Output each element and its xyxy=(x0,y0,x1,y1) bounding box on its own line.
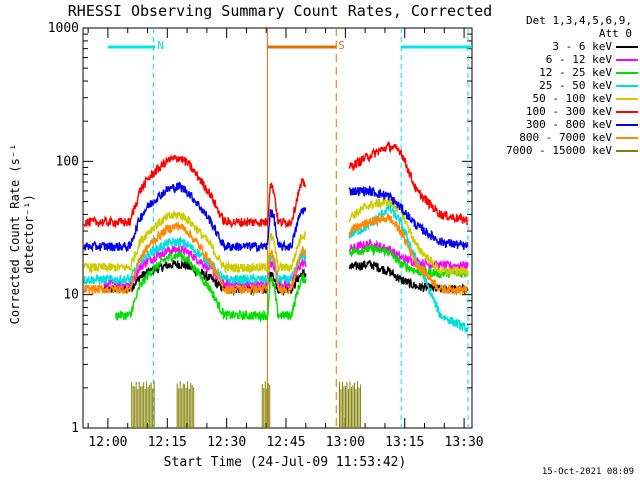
timestamp: 15-Oct-2021 08:09 xyxy=(541,467,634,477)
x-tick-label: 12:45 xyxy=(266,435,305,450)
legend-rows: 3 - 6 keV 6 - 12 keV 12 - 25 keV 25 - 50 ke… xyxy=(484,40,638,157)
legend: Det 1,3,4,5,6,9, Att 0 3 - 6 keV 6 - 12 k… xyxy=(484,14,638,157)
legend-header-line1: Det 1,3,4,5,6,9, xyxy=(526,14,632,27)
legend-item-label: 800 - 7000 keV xyxy=(519,131,612,144)
x-tick-label: 12:30 xyxy=(207,435,246,450)
y-tick-label: 1 xyxy=(71,421,79,436)
flag-label: S xyxy=(338,39,345,52)
flag-label: N xyxy=(157,39,164,52)
x-tick-label: 13:30 xyxy=(445,435,484,450)
x-tick-label: 13:00 xyxy=(326,435,365,450)
legend-item: 25 - 50 keV xyxy=(484,79,638,92)
series-line-800-7000keV xyxy=(83,212,469,297)
legend-item-label: 7000 - 15000 keV xyxy=(506,144,612,157)
y-tick-label: 100 xyxy=(56,154,79,169)
legend-item: 800 - 7000 keV xyxy=(484,131,638,144)
legend-item-swatch xyxy=(616,149,638,152)
y-tick-label: 1000 xyxy=(48,21,79,36)
legend-item: 6 - 12 keV xyxy=(484,53,638,66)
legend-item: 50 - 100 keV xyxy=(484,92,638,105)
x-axis-label: Start Time (24-Jul-09 11:53:42) xyxy=(163,455,407,470)
legend-item-swatch xyxy=(616,58,638,61)
legend-item-swatch xyxy=(616,97,638,100)
legend-item-label: 12 - 25 keV xyxy=(539,66,612,79)
series-line-100-300keV xyxy=(83,140,469,229)
legend-item-swatch xyxy=(616,110,638,113)
legend-item-label: 3 - 6 keV xyxy=(552,40,612,53)
legend-item-label: 6 - 12 keV xyxy=(545,53,612,66)
x-tick-label: 12:00 xyxy=(88,435,127,450)
series-line-300-800keV xyxy=(83,180,469,253)
legend-item: 100 - 300 keV xyxy=(484,105,638,118)
legend-header-line2: Att 0 xyxy=(598,27,632,40)
legend-item-swatch xyxy=(616,84,638,87)
x-tick-label: 12:15 xyxy=(148,435,187,450)
chart-title: RHESSI Observing Summary Count Rates, Co… xyxy=(67,2,493,20)
legend-item-label: 25 - 50 keV xyxy=(539,79,612,92)
axes-frame xyxy=(82,27,473,429)
y-axis-label: Corrected Count Rate (s⁻¹ detector⁻¹) xyxy=(8,143,36,325)
legend-item-swatch xyxy=(616,45,638,48)
legend-item-label: 50 - 100 keV xyxy=(532,92,612,105)
legend-item: 3 - 6 keV xyxy=(484,40,638,53)
series-line-3-6keV xyxy=(103,260,469,297)
legend-item-swatch xyxy=(616,71,638,74)
legend-item-label: 300 - 800 keV xyxy=(525,118,612,131)
series-line-50-100keV xyxy=(83,197,469,278)
legend-item: 12 - 25 keV xyxy=(484,66,638,79)
x-tick-label: 13:15 xyxy=(385,435,424,450)
y-tick-label: 10 xyxy=(63,288,79,303)
legend-item-swatch xyxy=(616,136,638,139)
legend-item-swatch xyxy=(616,123,638,126)
legend-item: 300 - 800 keV xyxy=(484,118,638,131)
legend-item-label: 100 - 300 keV xyxy=(525,105,612,118)
legend-item: 7000 - 15000 keV xyxy=(484,144,638,157)
